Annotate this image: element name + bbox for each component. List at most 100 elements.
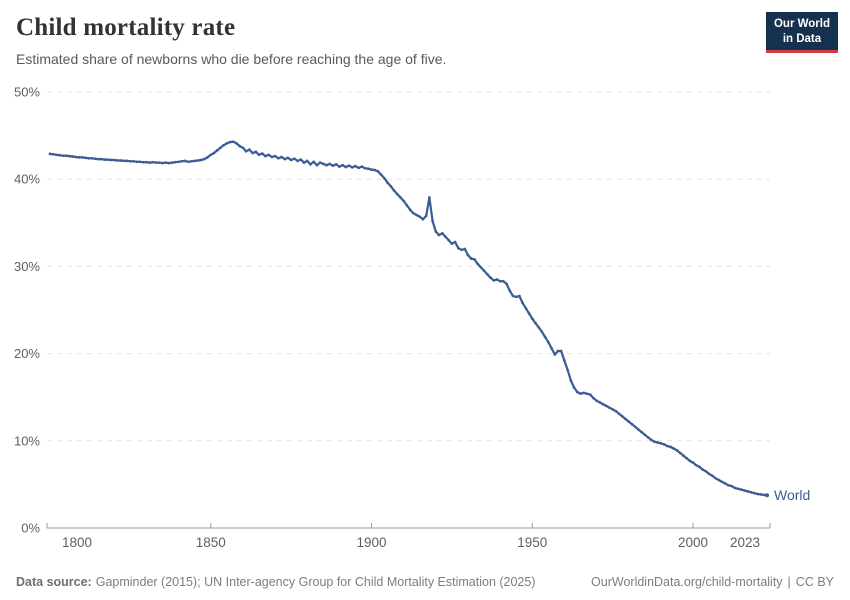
data-point: [579, 392, 582, 396]
data-point: [125, 159, 129, 163]
data-point: [376, 170, 380, 173]
license-link[interactable]: CC BY: [795, 575, 834, 589]
data-point: [51, 152, 55, 156]
data-point: [717, 478, 721, 482]
data-point: [116, 159, 119, 162]
data-point: [694, 463, 698, 467]
data-point: [106, 158, 110, 161]
data-point: [675, 449, 679, 452]
data-point: [58, 153, 61, 157]
data-point: [177, 160, 180, 164]
data-point: [138, 160, 142, 164]
x-tick-label: 2000: [678, 535, 708, 550]
data-source-text: Gapminder (2015); UN Inter-agency Group …: [95, 575, 536, 589]
data-point: [119, 159, 123, 162]
data-point: [386, 181, 389, 185]
data-point: [389, 184, 393, 188]
entity-label: World: [774, 487, 810, 503]
data-point: [334, 163, 338, 166]
data-point: [665, 444, 669, 448]
data-point: [649, 438, 653, 442]
data-point: [154, 161, 158, 164]
data-point: [617, 412, 621, 416]
footer-right: OurWorldinData.org/child-mortality | CC BY: [591, 575, 834, 589]
data-point: [267, 153, 270, 157]
data-point: [206, 156, 209, 159]
data-point: [592, 396, 595, 400]
data-point: [280, 155, 283, 159]
data-point: [534, 321, 537, 325]
data-point: [489, 276, 492, 280]
y-tick-label: 0%: [21, 521, 40, 536]
data-point: [476, 262, 479, 266]
data-point: [537, 326, 541, 329]
series-end-dot: [765, 493, 769, 498]
data-point: [84, 156, 87, 160]
data-point: [756, 492, 759, 496]
data-point: [379, 173, 383, 177]
data-point: [450, 242, 454, 246]
data-point: [559, 349, 563, 353]
data-point: [479, 265, 483, 269]
data-point: [273, 154, 277, 158]
data-point: [270, 155, 274, 159]
data-point: [373, 168, 377, 172]
data-point: [405, 204, 409, 207]
data-point: [720, 480, 724, 484]
data-point: [96, 157, 100, 161]
data-point: [174, 160, 177, 164]
data-point: [360, 165, 364, 168]
data-point: [424, 214, 428, 218]
data-point: [289, 158, 293, 162]
data-point: [77, 156, 81, 159]
data-point: [325, 163, 328, 167]
data-point: [331, 164, 335, 168]
data-point: [222, 143, 225, 147]
data-point: [595, 399, 598, 403]
data-point: [90, 156, 94, 160]
data-point: [225, 142, 229, 145]
data-point: [431, 219, 434, 223]
data-point: [498, 279, 502, 283]
data-point: [640, 430, 643, 434]
data-point: [752, 491, 756, 495]
data-point: [572, 386, 576, 389]
data-point: [627, 420, 631, 423]
data-point: [527, 312, 531, 315]
gridlines: [47, 91, 770, 442]
data-point: [212, 151, 216, 155]
data-point: [501, 279, 505, 283]
data-point: [553, 353, 557, 356]
data-point: [190, 159, 193, 163]
data-point: [701, 468, 705, 471]
x-axis: 1800 1850 1900 1950 2000 2023: [46, 523, 771, 550]
data-point: [495, 278, 499, 281]
data-point: [511, 294, 515, 298]
data-point: [100, 157, 103, 161]
data-point: [157, 161, 161, 164]
data-point: [305, 159, 309, 163]
y-tick-label: 40%: [14, 172, 40, 187]
data-point: [456, 246, 460, 250]
data-point: [244, 149, 248, 153]
data-point: [633, 425, 637, 429]
data-point: [148, 161, 152, 164]
data-point: [733, 486, 737, 490]
data-point: [518, 294, 521, 298]
data-point: [620, 415, 624, 418]
data-point: [411, 211, 415, 215]
data-point: [135, 160, 139, 164]
data-point: [707, 472, 711, 476]
data-point: [672, 447, 676, 450]
owid-logo[interactable]: Our World in Data: [765, 12, 838, 54]
data-point: [87, 156, 90, 160]
data-point: [614, 409, 618, 413]
data-point: [167, 161, 171, 165]
owid-url-link[interactable]: OurWorldinData.org/child-mortality: [591, 575, 783, 589]
data-point: [736, 487, 740, 491]
data-point: [93, 157, 97, 161]
data-point: [659, 442, 663, 445]
data-point: [575, 390, 579, 394]
data-point: [347, 164, 351, 168]
